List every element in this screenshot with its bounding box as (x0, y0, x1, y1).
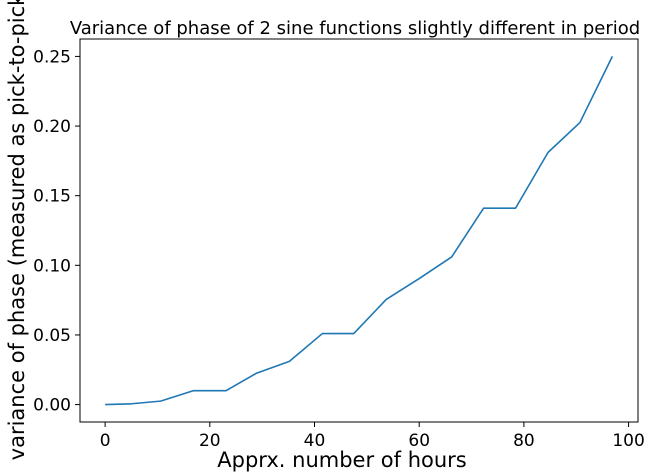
y-tick-label: 0.25 (33, 47, 71, 67)
plot-area: 0 20 40 60 80 100 0.00 0.05 0.10 0.15 0.20 0.25 (33, 38, 645, 451)
x-tick-label: 0 (100, 431, 111, 451)
data-series-line (105, 56, 614, 406)
y-tick-label: 0.20 (33, 117, 71, 137)
y-tick-label: 0.10 (33, 256, 71, 276)
y-tick-label: 0.15 (33, 187, 71, 207)
chart-title: Variance of phase of 2 sine functions sl… (70, 18, 640, 39)
y-tick-label: 0.05 (33, 326, 71, 346)
x-tick-label: 80 (513, 431, 535, 451)
x-tick-label: 60 (408, 431, 430, 451)
x-axis-ticks: 0 20 40 60 80 100 (100, 422, 645, 451)
y-axis-ticks: 0.00 0.05 0.10 0.15 0.20 0.25 (33, 47, 80, 416)
y-axis-label: variance of phase (measured as pick-to-p… (5, 0, 29, 460)
plot-frame (79, 38, 639, 423)
x-tick-label: 20 (199, 431, 221, 451)
x-tick-label: 40 (304, 431, 326, 451)
x-tick-label: 100 (612, 431, 644, 451)
y-tick-label: 0.00 (33, 396, 71, 416)
x-axis-label: Apprx. number of hours (217, 448, 466, 472)
